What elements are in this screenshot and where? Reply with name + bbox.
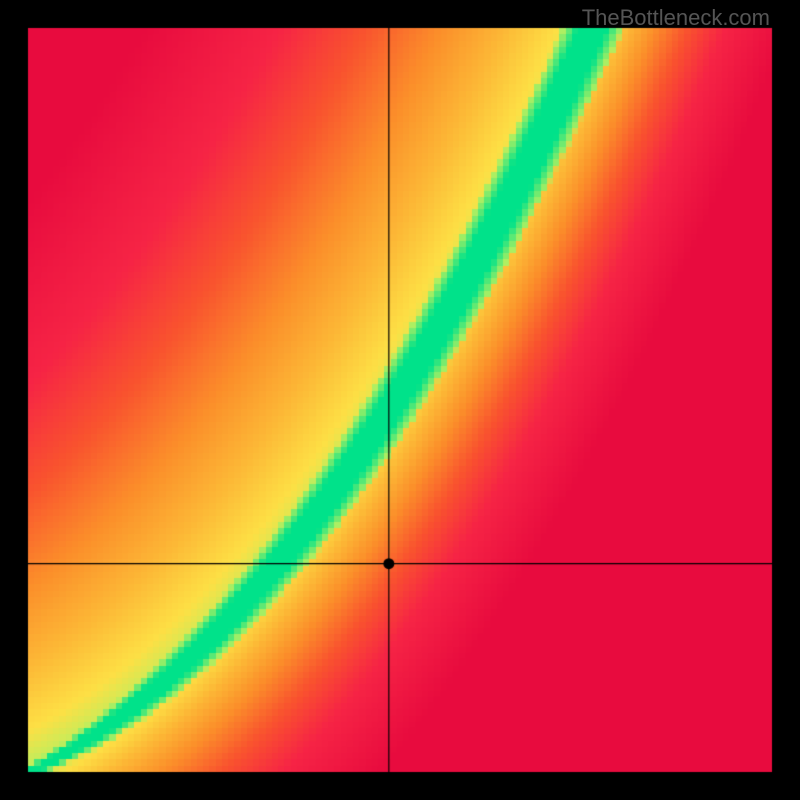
watermark-label: TheBottleneck.com bbox=[582, 5, 770, 31]
heatmap-canvas bbox=[0, 0, 800, 800]
chart-container: TheBottleneck.com bbox=[0, 0, 800, 800]
